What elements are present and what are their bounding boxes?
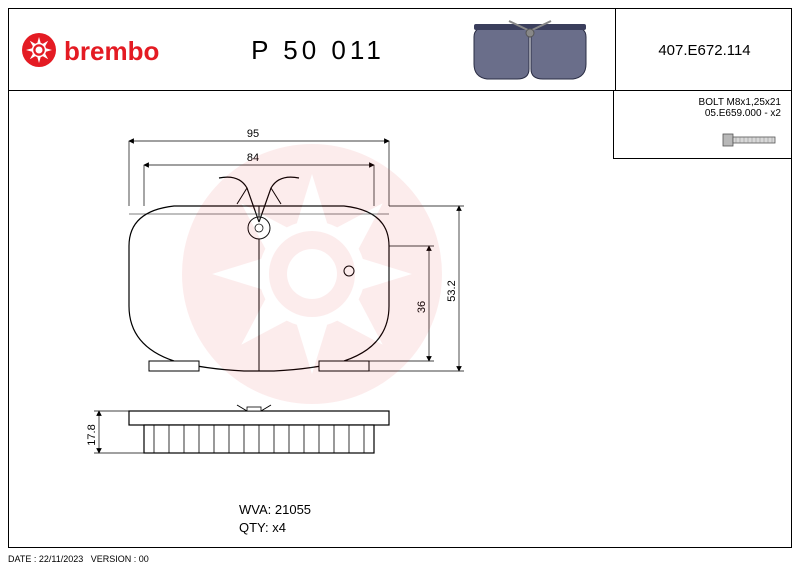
part-number: P 50 011 bbox=[199, 9, 437, 91]
svg-text:36: 36 bbox=[416, 301, 428, 313]
bolt-icon bbox=[721, 130, 781, 150]
footer: DATE : 22/11/2023 VERSION : 00 bbox=[8, 554, 149, 564]
dim-width-95: 95 bbox=[129, 128, 389, 206]
svg-text:17.8: 17.8 bbox=[86, 424, 98, 445]
bolt-cell: BOLT M8x1,25x21 05.E659.000 - x2 bbox=[613, 91, 791, 159]
wva-label: WVA: bbox=[239, 502, 271, 517]
date-label: DATE : bbox=[8, 554, 36, 564]
wva-block: WVA: 21055 QTY: x4 bbox=[239, 501, 311, 537]
wva-value: 21055 bbox=[275, 502, 311, 517]
reference-number: 407.E672.114 bbox=[615, 9, 793, 91]
qty-label: QTY: bbox=[239, 520, 269, 535]
version-label: VERSION : bbox=[91, 554, 137, 564]
bolt-code: 05.E659.000 - x2 bbox=[624, 108, 781, 119]
drawing-area: 95 84 36 53.2 bbox=[9, 91, 615, 549]
pad-render bbox=[437, 9, 615, 91]
version-value: 00 bbox=[139, 554, 149, 564]
brembo-logo: brembo bbox=[19, 30, 189, 70]
logo-cell: brembo bbox=[9, 9, 199, 91]
svg-text:95: 95 bbox=[247, 128, 259, 140]
brand-text: brembo bbox=[64, 36, 159, 66]
qty-value: x4 bbox=[272, 520, 286, 535]
drawing-frame: brembo P 50 011 407.E672.114 BOLT M8x1,2… bbox=[8, 8, 792, 548]
dim-width-84: 84 bbox=[144, 152, 374, 206]
technical-drawing: 95 84 36 53.2 bbox=[9, 91, 615, 549]
svg-text:84: 84 bbox=[247, 152, 259, 164]
bolt-title: BOLT M8x1,25x21 bbox=[624, 97, 781, 108]
header-row: brembo P 50 011 407.E672.114 bbox=[9, 9, 791, 91]
svg-text:53.2: 53.2 bbox=[446, 280, 458, 301]
date-value: 22/11/2023 bbox=[39, 554, 83, 564]
